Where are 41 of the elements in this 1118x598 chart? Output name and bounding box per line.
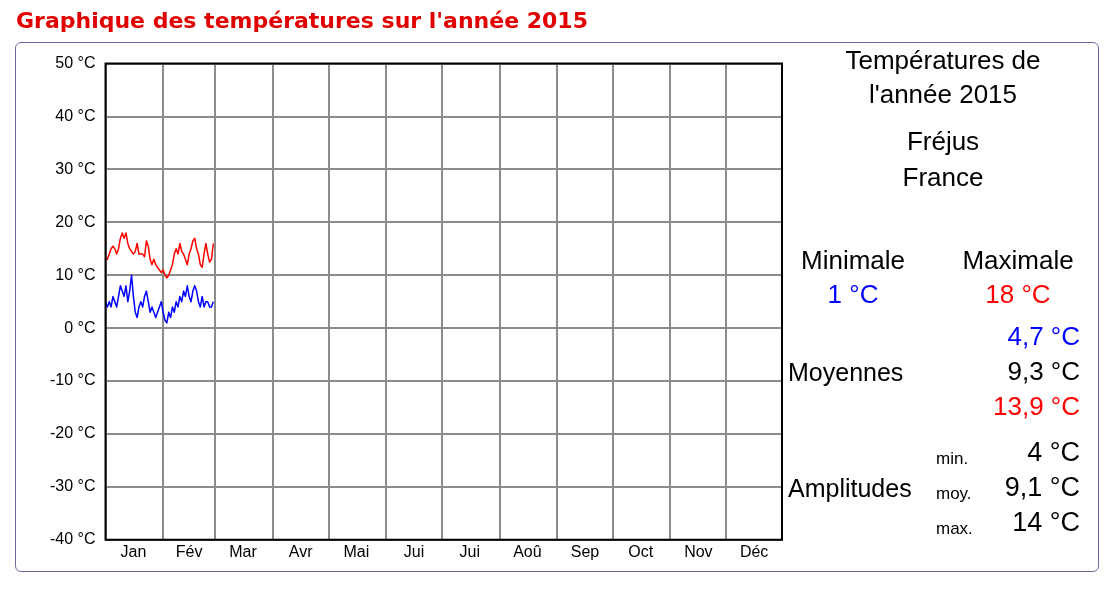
text: 9,3 °C xyxy=(1007,356,1080,386)
text: Fréjus xyxy=(906,126,980,156)
text: 1 °C xyxy=(827,279,879,309)
text: Maximale xyxy=(962,245,1074,275)
x-tick-label: Avr xyxy=(288,542,314,560)
x-tick-label: Aoû xyxy=(513,542,542,560)
y-tick-label: 0 °C xyxy=(64,318,96,336)
text: 4,7 °C xyxy=(1007,321,1080,351)
text: Amplitudes xyxy=(788,474,912,502)
y-tick-label: -40 °C xyxy=(49,530,96,548)
y-tick-label: 10 °C xyxy=(55,265,96,283)
x-tick-label: Fév xyxy=(175,542,203,560)
chart-title: Graphique des températures sur l'année 2015 xyxy=(16,8,589,35)
text: 14 °C xyxy=(1012,507,1080,537)
y-tick-label: -10 °C xyxy=(49,371,96,389)
x-tick-label: Jui xyxy=(403,542,425,560)
text: min. xyxy=(936,449,969,468)
x-tick-label: Mar xyxy=(229,542,258,560)
y-tick-label: 50 °C xyxy=(55,54,96,72)
x-tick-label: Déc xyxy=(739,542,769,560)
text: 18 °C xyxy=(985,279,1051,309)
y-tick-label: 20 °C xyxy=(55,212,96,230)
y-tick-label: 40 °C xyxy=(55,106,96,124)
text: France xyxy=(902,162,984,192)
x-tick-label: Nov xyxy=(684,542,713,560)
y-tick-label: -20 °C xyxy=(49,424,96,442)
x-tick-label: Jan xyxy=(120,542,147,560)
x-tick-label: Jui xyxy=(459,542,481,560)
x-tick-label: Oct xyxy=(628,542,654,560)
text: Minimale xyxy=(800,245,906,275)
text: moy. xyxy=(936,484,972,503)
text: 9,1 °C xyxy=(1004,472,1080,502)
text: Températures de l'année 2015 xyxy=(845,45,1041,109)
y-tick-label: 30 °C xyxy=(55,159,96,177)
text: 13,9 °C xyxy=(992,391,1080,421)
text: max. xyxy=(936,519,973,538)
x-tick-label: Sep xyxy=(570,542,600,560)
x-tick-label: Mai xyxy=(343,542,370,560)
text: Moyennes xyxy=(788,358,904,386)
text: 4 °C xyxy=(1027,437,1080,467)
y-tick-label: -30 °C xyxy=(49,477,96,495)
